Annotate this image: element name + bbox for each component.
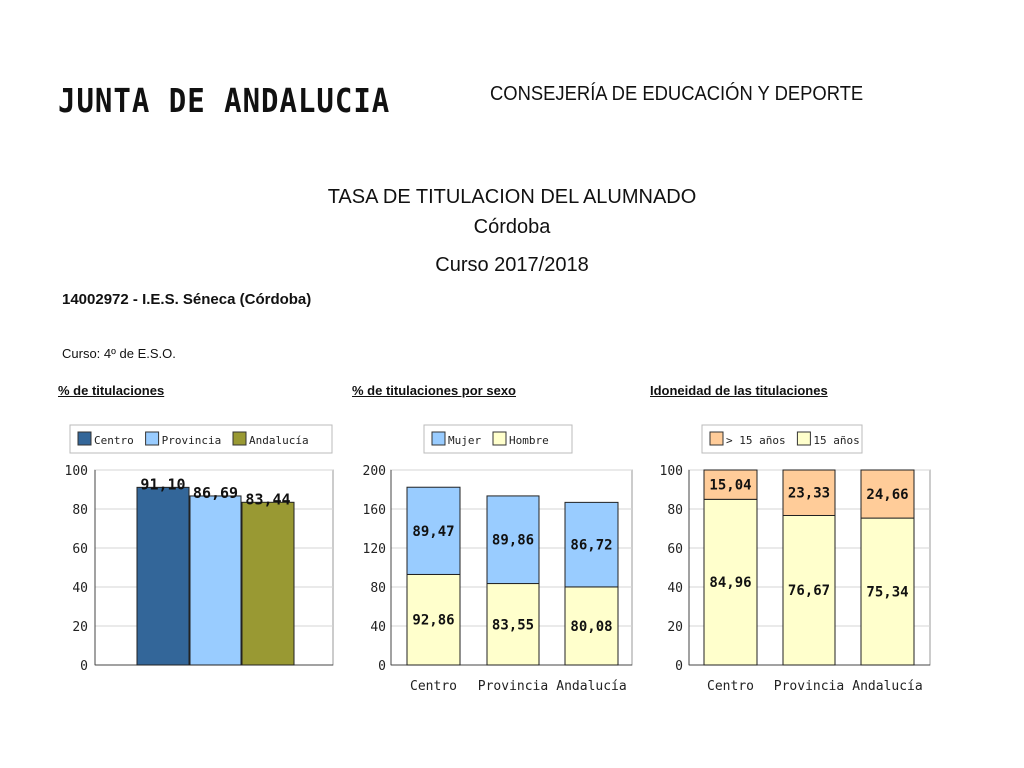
c3-legend-box — [701, 424, 863, 454]
junta-de-andalucia-logo: JUNTA DE ANDALUCIA — [58, 81, 391, 121]
c2-value-label-provincia-mujer: 89,86 — [492, 533, 534, 549]
department-name: CONSEJERÍA DE EDUCACIÓN Y DEPORTE — [490, 83, 864, 105]
c3-xtick-centro: Centro — [707, 679, 754, 694]
c1-plot-area — [94, 469, 334, 666]
c1-ytick-0: 0 — [80, 659, 88, 674]
c3-ytick-60: 60 — [667, 542, 683, 557]
c2-ytick-40: 40 — [370, 620, 386, 635]
c3-value-label-andalucia-15-anos: 75,34 — [866, 585, 908, 601]
c2-xtick-centro: Centro — [410, 679, 457, 694]
c3-ytick-80: 80 — [667, 503, 683, 518]
c2-value-label-andalucia-mujer: 86,72 — [570, 538, 612, 554]
c1-legend-label-centro: Centro — [94, 434, 134, 447]
c3-xtick-andalucia: Andalucía — [852, 679, 922, 694]
c1-legend-box — [69, 424, 333, 454]
c2-legend-swatch-mujer — [431, 431, 446, 446]
report-year: Curso 2017/2018 — [435, 254, 589, 276]
c3-value-label-andalucia-15-anos: 24,66 — [866, 487, 908, 503]
c2-ytick-160: 160 — [363, 503, 386, 518]
c1-bar-centro — [136, 486, 190, 666]
c1-value-label-andalucia: 83,44 — [245, 490, 290, 508]
c2-ytick-200: 200 — [363, 464, 386, 479]
c1-legend-swatch-centro — [77, 431, 92, 446]
c2-bar-centro-hombre — [406, 573, 461, 666]
c3-legend-label-15-anos: > 15 años — [726, 434, 786, 447]
c3-legend-swatch-15-anos — [796, 431, 811, 446]
c1-value-label-provincia: 86,69 — [193, 484, 238, 502]
c3-legend-swatch-15-anos — [709, 431, 724, 446]
c2-legend-label-mujer: Mujer — [448, 434, 481, 447]
c2-plot-area — [390, 469, 633, 666]
c3-bar-centro-15-anos — [703, 469, 758, 500]
chart-title-sexo: % de titulaciones por sexo — [352, 383, 516, 398]
c3-plot-area — [688, 469, 931, 666]
c2-ytick-0: 0 — [378, 659, 386, 674]
c3-bar-provincia-15-anos — [782, 469, 836, 516]
c1-legend-label-andalucia: Andalucía — [249, 434, 309, 447]
c2-legend-box — [423, 424, 573, 454]
c2-bar-andalucia-hombre — [564, 586, 619, 666]
c3-value-label-centro-15-anos: 84,96 — [709, 575, 751, 591]
c3-xtick-provincia: Provincia — [774, 679, 844, 694]
c2-bar-andalucia-mujer — [564, 501, 619, 588]
c1-legend-swatch-provincia — [145, 431, 160, 446]
c1-bar-andalucia — [241, 501, 295, 666]
c3-value-label-provincia-15-anos: 76,67 — [788, 583, 830, 599]
c2-value-label-andalucia-hombre: 80,08 — [570, 619, 612, 635]
c2-legend-label-hombre: Hombre — [509, 434, 549, 447]
c3-value-label-centro-15-anos: 15,04 — [709, 478, 751, 494]
school-center: 14002972 - I.E.S. Séneca (Córdoba) — [62, 291, 312, 308]
c2-value-label-centro-mujer: 89,47 — [412, 524, 454, 540]
c3-ytick-0: 0 — [675, 659, 683, 674]
c2-value-label-centro-hombre: 92,86 — [412, 613, 454, 629]
c2-bar-provincia-mujer — [486, 495, 540, 585]
course-label: Curso: 4º de E.S.O. — [62, 346, 176, 361]
c2-bar-provincia-hombre — [486, 583, 540, 666]
c3-bar-centro-15-anos — [703, 498, 758, 666]
c2-legend-swatch-hombre — [492, 431, 507, 446]
c3-ytick-20: 20 — [667, 620, 683, 635]
c3-legend-label-15-anos: 15 años — [813, 434, 859, 447]
c2-bar-centro-mujer — [406, 486, 461, 575]
c3-ytick-100: 100 — [660, 464, 683, 479]
c2-xtick-andalucia: Andalucía — [556, 679, 626, 694]
report-title: TASA DE TITULACION DEL ALUMNADO — [327, 186, 697, 208]
report-province: Córdoba — [473, 216, 551, 238]
c3-bar-provincia-15-anos — [782, 514, 836, 666]
c1-ytick-100: 100 — [65, 464, 88, 479]
c2-value-label-provincia-hombre: 83,55 — [492, 617, 534, 633]
c3-bar-andalucia-15-anos — [860, 517, 915, 666]
c3-ytick-40: 40 — [667, 581, 683, 596]
chart-title-idoneidad: Idoneidad de las titulaciones — [650, 383, 828, 398]
c1-ytick-60: 60 — [72, 542, 88, 557]
chart-title-titulaciones: % de titulaciones — [58, 383, 165, 398]
c1-bar-provincia — [189, 495, 242, 666]
c2-ytick-80: 80 — [370, 581, 386, 596]
c1-ytick-20: 20 — [72, 620, 88, 635]
c2-ytick-120: 120 — [363, 542, 386, 557]
c3-bar-andalucia-15-anos — [860, 469, 915, 519]
c1-ytick-80: 80 — [72, 503, 88, 518]
c3-value-label-provincia-15-anos: 23,33 — [788, 486, 830, 502]
c1-legend-swatch-andalucia — [232, 431, 247, 446]
c1-value-label-centro: 91,10 — [140, 475, 185, 493]
c2-xtick-provincia: Provincia — [478, 679, 548, 694]
c1-legend-label-provincia: Provincia — [162, 434, 222, 447]
c1-ytick-40: 40 — [72, 581, 88, 596]
